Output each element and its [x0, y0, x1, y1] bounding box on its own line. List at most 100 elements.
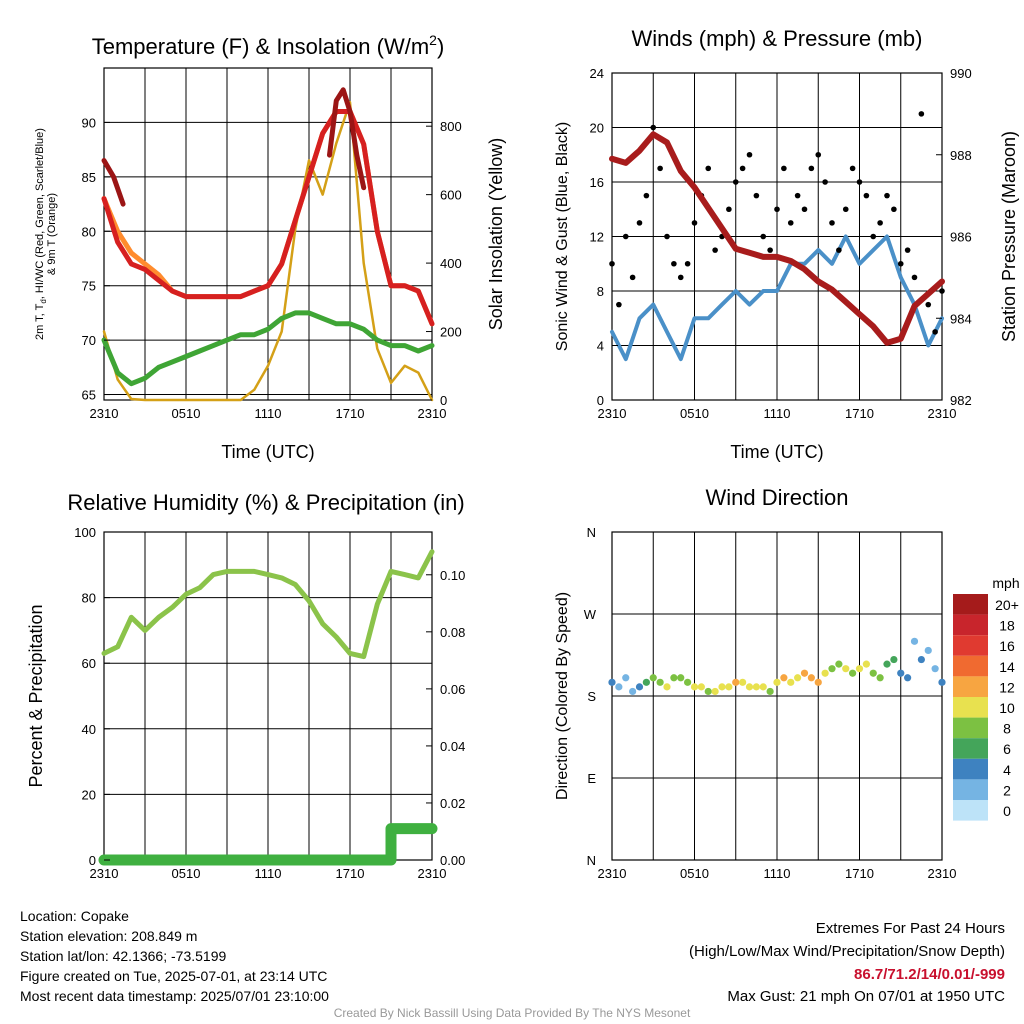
wind-gust-point [897, 260, 904, 267]
wdir-ytick-label: W [584, 607, 597, 622]
wind-y2label: Station Pressure (Maroon) [999, 131, 1019, 342]
wdir-point [794, 674, 802, 682]
wdir-xtick-label: 1110 [764, 866, 791, 881]
wind-gust-point [925, 301, 932, 308]
wind-gust-point [636, 220, 643, 226]
temp-xtick-label: 2310 [418, 406, 447, 421]
wdir-point [697, 683, 705, 691]
legend-swatch [953, 758, 988, 780]
wdir-point [814, 678, 822, 686]
wdir-point [725, 683, 733, 691]
legend-label: 18 [999, 618, 1015, 634]
wdir-point [663, 683, 671, 691]
legend-label: 4 [1003, 762, 1011, 778]
temp-ytick-label: 70 [82, 333, 96, 348]
wind-gust-point [891, 206, 897, 213]
rh-y2tick-label: 0.02 [440, 796, 465, 811]
wdir-point [745, 683, 754, 691]
temp-series-line [102, 100, 434, 402]
wind-gust-point [781, 165, 787, 172]
wdir-point [670, 674, 678, 682]
wind-gust-point [684, 260, 691, 267]
legend-swatch [953, 697, 988, 718]
extremes-values: 86.7/71.2/14/0.01/-999 [854, 966, 1005, 983]
wind-gust-point [904, 247, 911, 253]
temp-xtick-label: 1710 [336, 406, 365, 421]
wdir-ytick-label: E [587, 771, 596, 786]
rh-xtick-label: 2310 [90, 866, 119, 881]
recent-text: Most recent data timestamp: 2025/07/01 2… [20, 988, 329, 1004]
rh-xtick-label: 1110 [255, 866, 282, 881]
wind-gust-point [609, 260, 615, 267]
elevation-text: Station elevation: 208.849 m [20, 928, 198, 944]
wdir-point [622, 674, 630, 682]
wdir-point [766, 687, 774, 696]
wdir-xtick-label: 2310 [928, 866, 957, 881]
wind-ytick-label: 20 [590, 121, 604, 136]
temp-y2tick-label: 600 [440, 188, 462, 203]
wind-xtick-label: 2310 [598, 406, 627, 421]
wind-gust-point [664, 233, 670, 240]
wind-gust-point [767, 247, 773, 253]
rh-ytick-label: 80 [82, 591, 96, 606]
wdir-ytick-label: N [587, 525, 596, 540]
legend-label: 14 [999, 659, 1015, 675]
legend-swatch [953, 594, 988, 615]
wdir-point [842, 665, 850, 673]
legend-label: 8 [1003, 721, 1011, 737]
temp-y2tick-label: 800 [440, 119, 462, 134]
wind-gust-point [911, 274, 918, 281]
wind-gust-point [753, 192, 760, 199]
wind-gust-point [822, 179, 828, 185]
wdir-point [835, 660, 843, 668]
rh-ytick-label: 0 [89, 853, 96, 868]
wind-gust-point [842, 206, 849, 213]
rh-y2tick-label: 0.06 [440, 682, 465, 697]
wind-ytick-label: 4 [597, 339, 604, 354]
wdir-point [938, 678, 946, 686]
wind-gust-point [932, 329, 938, 335]
temp-series-line [101, 310, 435, 387]
wind-gust-point [691, 220, 698, 226]
wind-gust-point [794, 192, 801, 199]
legend-label: 20+ [995, 597, 1019, 613]
wind-ytick-label: 12 [590, 230, 604, 245]
rh-y2tick-label: 0.04 [440, 739, 465, 754]
wdir-point [855, 665, 864, 673]
wdir-point [849, 669, 857, 677]
wind-gust-point [877, 220, 883, 226]
wind-xtick-label: 0510 [680, 406, 709, 421]
wind-xtick-label: 1110 [764, 406, 791, 421]
wdir-point [684, 678, 692, 686]
extremes-panel: Extremes For Past 24 Hours (High/Low/Max… [689, 918, 1005, 1008]
legend-swatch [953, 717, 988, 739]
temp-series-line [327, 87, 367, 191]
wind-gust-point [787, 220, 794, 226]
wdir-point [752, 683, 760, 691]
legend-label: 2 [1003, 782, 1011, 798]
legend-swatch [953, 614, 988, 636]
rh-ytick-label: 40 [82, 722, 96, 737]
wdir-point [690, 683, 699, 691]
wdir-point [656, 678, 664, 686]
wind-series-line [609, 131, 945, 346]
rh-y2tick-label: 0.08 [440, 625, 465, 640]
created-text: Figure created on Tue, 2025-07-01, at 23… [20, 968, 328, 984]
wind-gust-point [863, 192, 870, 199]
temp-xtick-label: 2310 [90, 406, 119, 421]
wdir-point [615, 683, 623, 691]
temp-y2tick-label: 400 [440, 256, 462, 271]
legend-label: 16 [999, 638, 1015, 654]
rh-series-line [101, 549, 435, 660]
wind-ylabel: Sonic Wind & Gust (Blue, Black) [554, 122, 571, 351]
wind-gust-point [829, 220, 835, 226]
legend-label: 0 [1003, 803, 1011, 819]
wdir-point [635, 683, 644, 691]
wdir-point [876, 674, 884, 682]
wdir-point [608, 678, 616, 686]
temp-xtick-label: 0510 [172, 406, 201, 421]
wind-gust-point [732, 179, 739, 185]
wind-gust-point [746, 151, 753, 158]
wind-y2tick-label: 988 [950, 148, 972, 163]
rh-ytick-label: 60 [82, 656, 96, 671]
